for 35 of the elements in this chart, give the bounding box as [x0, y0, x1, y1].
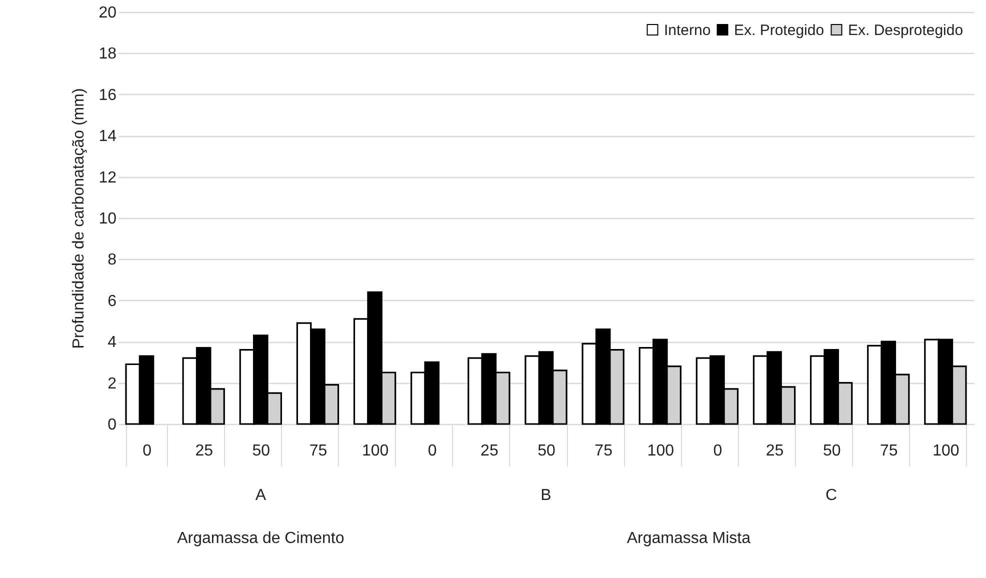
x-tick-label: 100	[647, 442, 674, 460]
x-tick-label: 100	[362, 442, 389, 460]
y-tick-label: 0	[108, 416, 117, 434]
text: C	[826, 487, 838, 504]
x-tick-label: 75	[880, 442, 898, 460]
legend-label: Ex. Desprotegido	[848, 22, 964, 39]
text: A	[255, 487, 266, 504]
y-tick-label: 4	[108, 334, 117, 352]
x-tick-label: 50	[822, 442, 841, 460]
y-tick-label: 10	[98, 210, 117, 228]
y-tick-label: 18	[98, 46, 117, 63]
x-tick-label: 100	[932, 442, 960, 460]
x-tick-label: 25	[195, 442, 214, 460]
y-tick-label: 12	[98, 169, 117, 186]
y-tick-label: 2	[108, 375, 117, 392]
y-axis-title: Profundidade de carbonatação (mm)	[70, 88, 88, 349]
y-tick-label: 20	[98, 4, 117, 22]
x-tick-label: 0	[428, 442, 437, 460]
text: B	[540, 487, 552, 504]
x-tick-label: 50	[538, 442, 556, 460]
legend-label: Ex. Protegido	[734, 22, 824, 39]
text: Argamassa Mista	[626, 530, 751, 547]
text: Argamassa de Cimento	[177, 530, 344, 547]
y-tick-label: 8	[108, 252, 117, 269]
x-tick-label: 25	[766, 442, 784, 460]
x-tick-label: 0	[142, 442, 152, 460]
x-tick-label: 75	[309, 442, 328, 460]
x-tick-label: 25	[480, 442, 498, 460]
y-tick-label: 16	[98, 86, 117, 104]
legend-label: Interno	[664, 22, 711, 39]
x-tick-label: 0	[713, 442, 722, 460]
x-tick-label: 50	[252, 442, 270, 460]
y-tick-label: 6	[108, 292, 117, 310]
x-tick-label: 75	[594, 442, 613, 460]
y-tick-label: 14	[98, 128, 117, 146]
